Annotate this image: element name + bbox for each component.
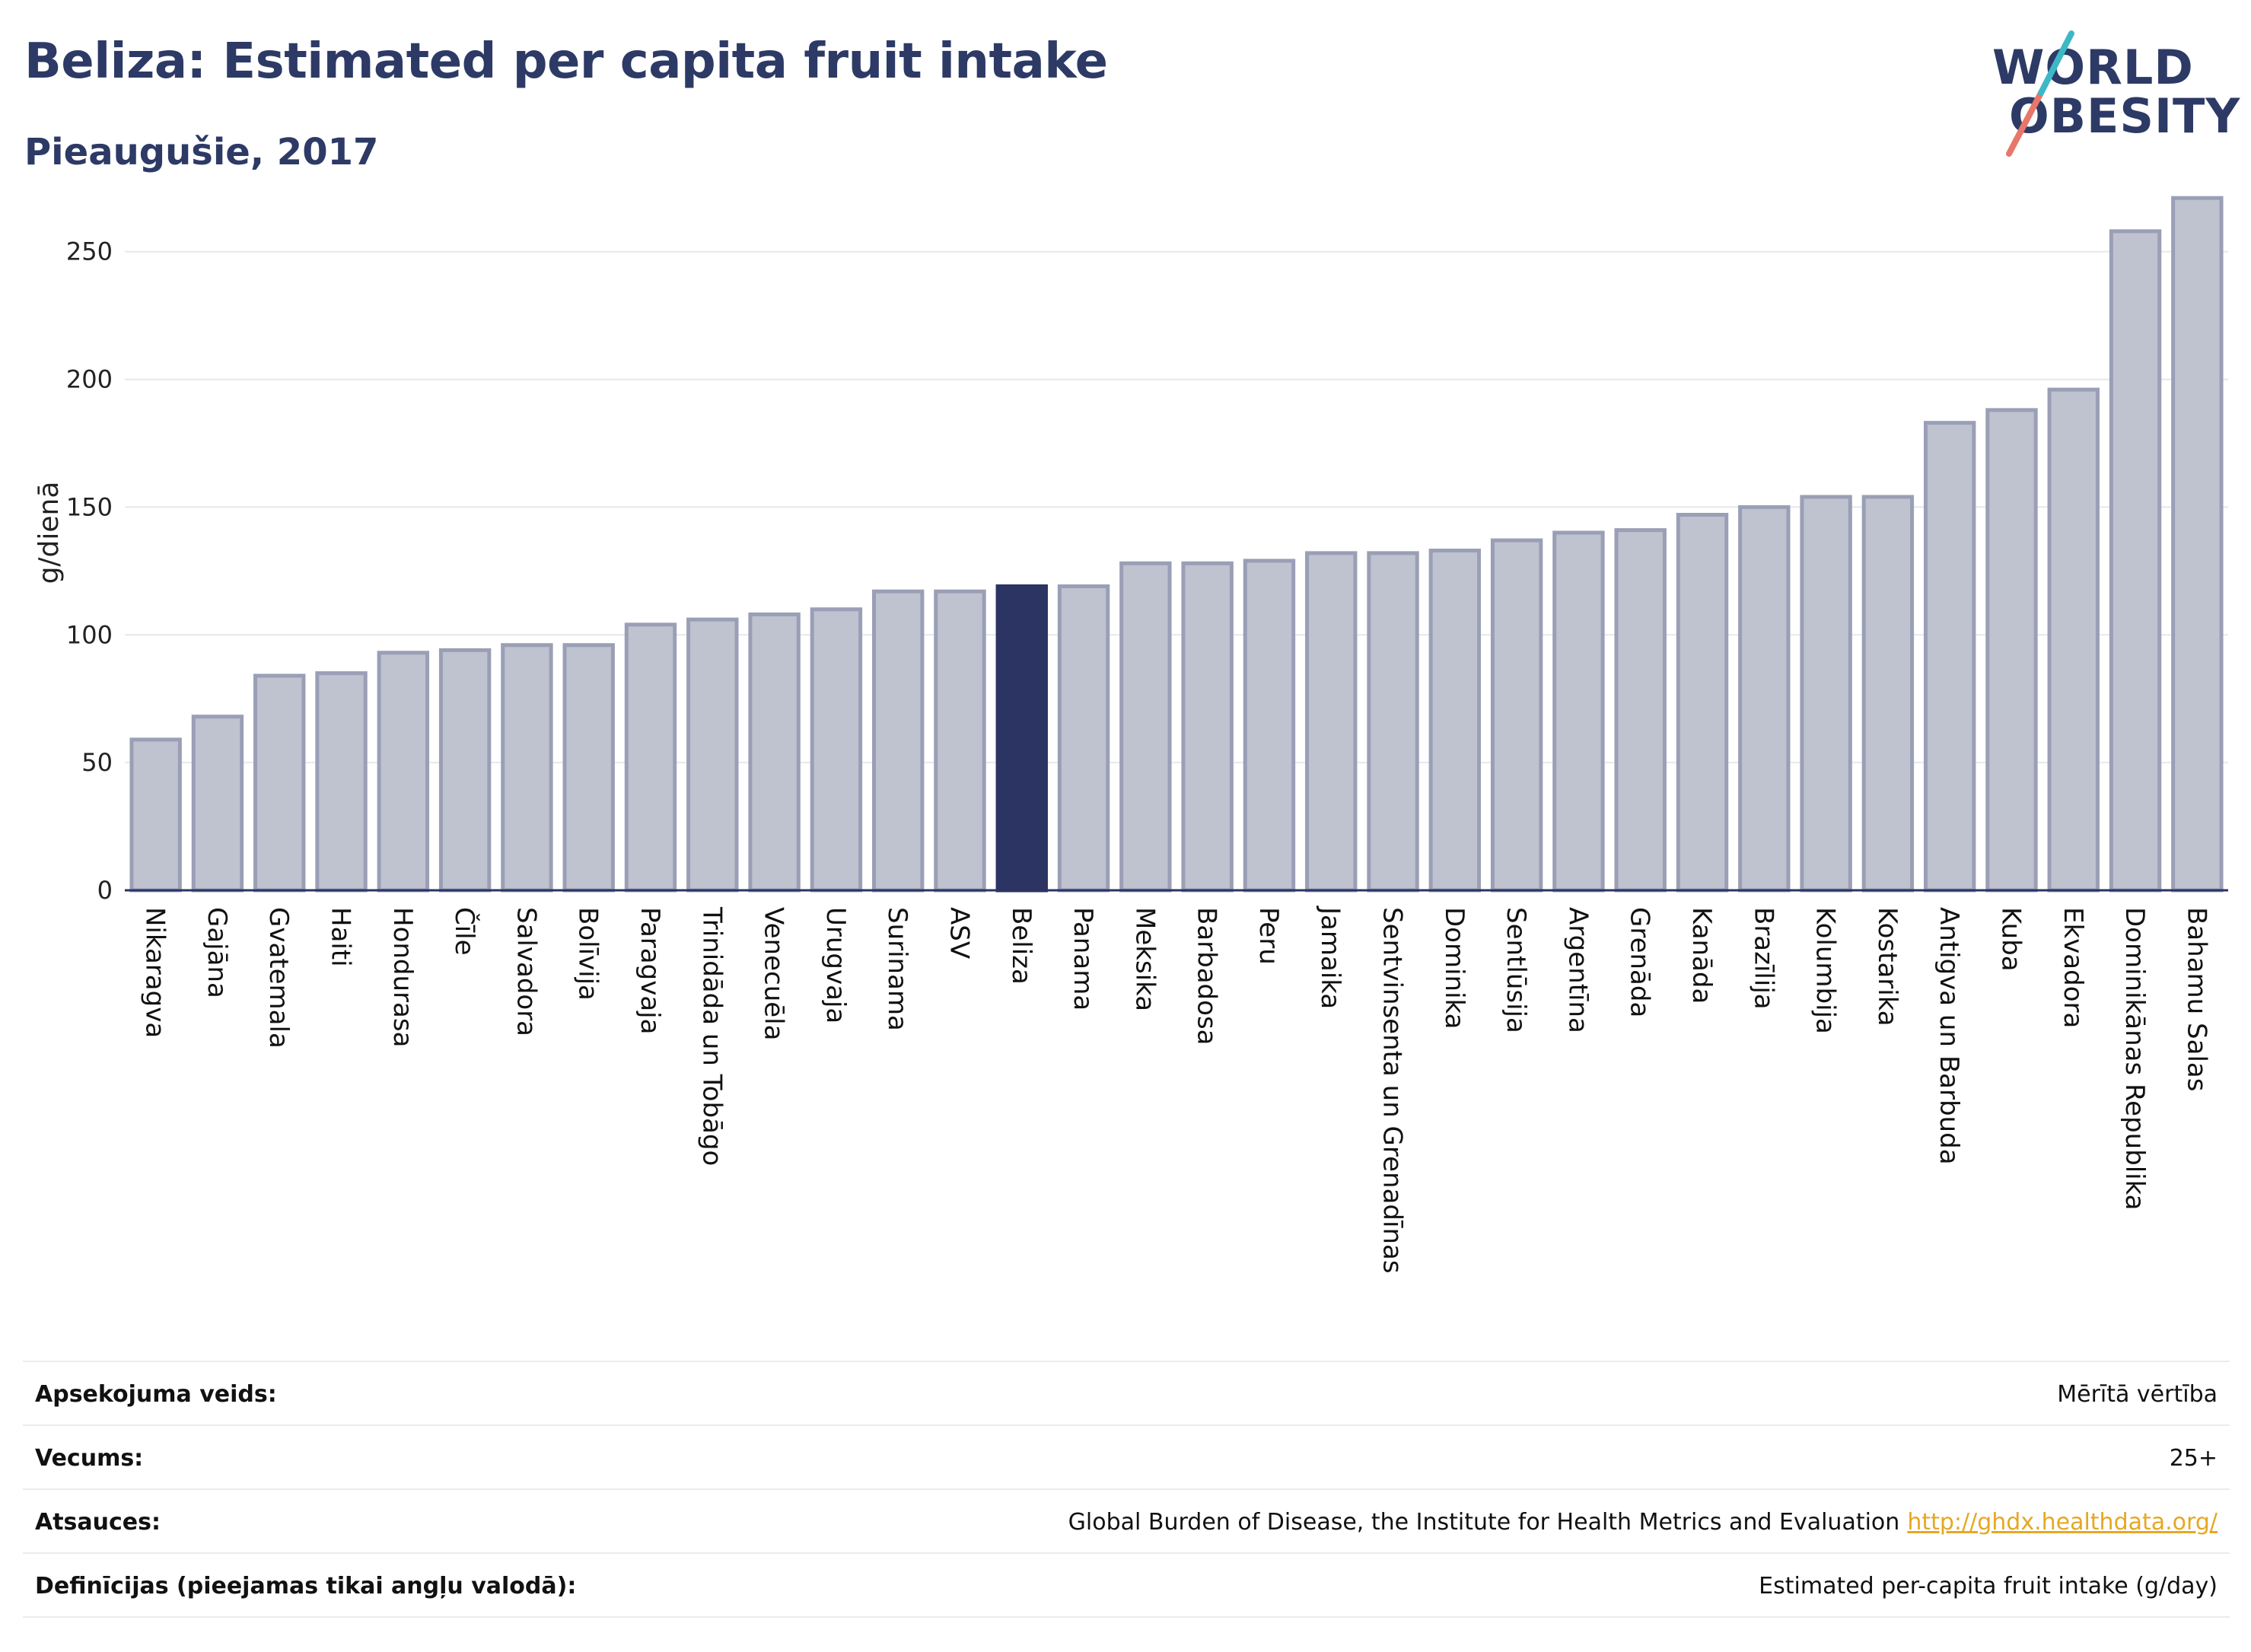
x-tick-label: Barbadosa (1192, 907, 1222, 1046)
x-tick-label: Brazīlija (1748, 907, 1778, 1010)
x-tick-label: Salvadora (511, 907, 541, 1036)
bar (377, 651, 430, 893)
x-tick-label: Venecuēla (759, 907, 789, 1040)
y-tick-label: 0 (97, 876, 113, 905)
x-tick-label: Argentīna (1562, 907, 1593, 1033)
y-tick-label: 250 (66, 237, 113, 266)
x-tick-label: Kostarika (1872, 907, 1902, 1027)
x-tick-label: Paragvaja (635, 907, 665, 1034)
meta-row-age: Vecums: 25+ (23, 1424, 2230, 1488)
bar (2047, 387, 2100, 893)
bar (501, 643, 553, 893)
bar (315, 671, 368, 893)
x-tick-label: Haiti (326, 907, 356, 967)
x-tick-label: Dominika (1439, 907, 1469, 1029)
x-tick-label: Sentlūsija (1501, 907, 1531, 1033)
metadata-table: Apsekojuma veids: Mērītā vērtība Vecums:… (23, 1361, 2230, 1618)
logo-slash-icon (2006, 30, 2074, 157)
meta-value: 25+ (2169, 1445, 2218, 1472)
x-tick-label: Bahamu Salas (2181, 907, 2211, 1091)
bar (1923, 421, 1976, 893)
x-tick-label: Sentvinsenta un Grenadīnas (1377, 907, 1408, 1274)
x-tick-label: Čīle (449, 907, 480, 956)
bar (2171, 196, 2224, 893)
x-tick-label: Meksika (1129, 907, 1160, 1011)
meta-value: Mērītā vērtība (2057, 1381, 2218, 1408)
x-tick-label: Panama (1068, 907, 1098, 1011)
meta-row-definitions: Definīcijas (pieejamas tikai angļu valod… (23, 1552, 2230, 1618)
bar (1676, 513, 1729, 893)
x-tick-label: ASV (944, 907, 974, 959)
bar (1738, 505, 1791, 893)
bar (934, 589, 986, 893)
x-tick-label: Ekvadora (2058, 907, 2088, 1028)
bar (129, 737, 182, 893)
logo-line2: OBESITY (2009, 88, 2241, 144)
bar (686, 617, 739, 893)
meta-label: Definīcijas (pieejamas tikai angļu valod… (35, 1573, 577, 1599)
bar (1428, 549, 1482, 893)
meta-value-wrapper: Global Burden of Disease, the Institute … (1068, 1509, 2218, 1536)
bar (810, 607, 863, 893)
bar (995, 584, 1048, 893)
meta-value: Global Burden of Disease, the Institute … (1068, 1509, 1900, 1536)
bar (191, 715, 244, 893)
x-tick-label: Antigva un Barbuda (1934, 907, 1964, 1165)
world-obesity-logo: WORLD OBESITY (1979, 23, 2241, 160)
x-tick-label: Beliza (1006, 907, 1036, 985)
bar (438, 648, 492, 893)
x-tick-label: Kolumbija (1810, 907, 1841, 1034)
meta-row-references: Atsauces: Global Burden of Disease, the … (23, 1488, 2230, 1552)
x-tick-label: Peru (1253, 907, 1284, 965)
x-tick-label: Gvatemala (263, 907, 294, 1049)
bar (1861, 495, 1915, 893)
bar (1614, 528, 1667, 893)
bar (1800, 495, 1852, 893)
x-tick-label: Jamaika (1315, 906, 1345, 1009)
chart-subtitle: Pieaugušie, 2017 (24, 131, 379, 173)
x-tick-label: Surinama (882, 907, 912, 1031)
bar (562, 643, 615, 893)
bar (2109, 229, 2162, 893)
x-tick-label: Urugvaja (820, 907, 851, 1023)
x-tick-label: Nikaragva (140, 907, 170, 1038)
bar (1367, 551, 1419, 893)
x-tick-label: Grenāda (1625, 907, 1655, 1017)
meta-label: Apsekojuma veids: (35, 1381, 277, 1408)
x-tick-label: Hondurasa (387, 907, 418, 1047)
meta-value: Estimated per-capita fruit intake (g/day… (1759, 1573, 2218, 1599)
bar (871, 589, 925, 893)
chart-title: Beliza: Estimated per capita fruit intak… (24, 33, 1108, 90)
bar (1490, 538, 1543, 893)
meta-row-survey-type: Apsekojuma veids: Mērītā vērtība (23, 1361, 2230, 1424)
y-tick-label: 150 (66, 492, 113, 521)
bar-chart: 0 50 100 150 200 250 g/dienā Nikaragva Gajāna Gva… (33, 196, 2228, 1274)
bar (1119, 561, 1172, 893)
y-axis-title: g/dienā (33, 482, 65, 584)
y-tick-label: 50 (81, 748, 113, 777)
logo-line1: WORLD (1992, 40, 2194, 95)
x-tick-label: Dominikānas Republika (2119, 907, 2150, 1211)
bar (1305, 551, 1358, 893)
source-link[interactable]: http://ghdx.healthdata.org/ (1907, 1509, 2218, 1536)
bar (748, 612, 801, 893)
bar (1985, 408, 2038, 893)
bar (1057, 584, 1110, 893)
y-tick-label: 100 (66, 620, 113, 649)
x-tick-label: Gajāna (202, 907, 232, 998)
bar (1181, 561, 1234, 893)
meta-label: Atsauces: (35, 1509, 161, 1536)
x-tick-label: Kuba (1995, 907, 2026, 972)
bar (253, 673, 306, 893)
bar (1552, 530, 1605, 893)
y-tick-label: 200 (66, 365, 113, 394)
x-tick-label: Trinidāda un Tobāgo (696, 906, 727, 1166)
meta-label: Vecums: (35, 1445, 144, 1472)
x-tick-label: Bolīvija (573, 907, 603, 1001)
bar (624, 622, 677, 893)
bar (1243, 559, 1296, 893)
x-tick-label: Kanāda (1686, 907, 1717, 1004)
